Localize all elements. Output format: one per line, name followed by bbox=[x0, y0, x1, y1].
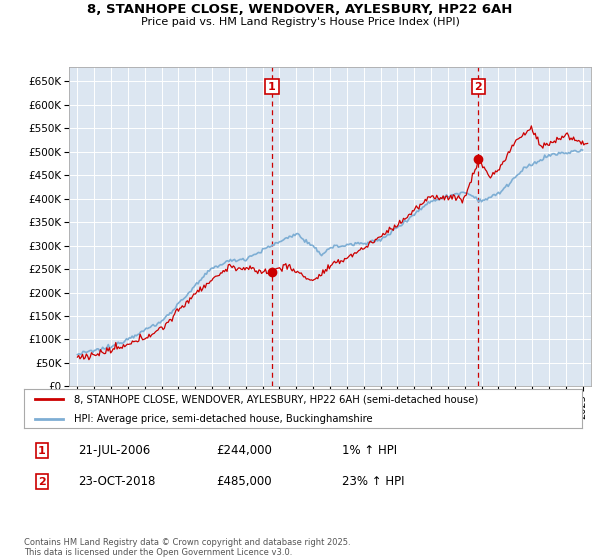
Text: 8, STANHOPE CLOSE, WENDOVER, AYLESBURY, HP22 6AH (semi-detached house): 8, STANHOPE CLOSE, WENDOVER, AYLESBURY, … bbox=[74, 394, 478, 404]
Text: £244,000: £244,000 bbox=[216, 444, 272, 458]
Text: 1% ↑ HPI: 1% ↑ HPI bbox=[342, 444, 397, 458]
Text: 23% ↑ HPI: 23% ↑ HPI bbox=[342, 475, 404, 488]
Text: 2: 2 bbox=[475, 82, 482, 92]
Text: £485,000: £485,000 bbox=[216, 475, 272, 488]
Text: Price paid vs. HM Land Registry's House Price Index (HPI): Price paid vs. HM Land Registry's House … bbox=[140, 17, 460, 27]
Text: 2: 2 bbox=[38, 477, 46, 487]
Text: 1: 1 bbox=[38, 446, 46, 456]
Text: 8, STANHOPE CLOSE, WENDOVER, AYLESBURY, HP22 6AH: 8, STANHOPE CLOSE, WENDOVER, AYLESBURY, … bbox=[88, 3, 512, 16]
Text: 1: 1 bbox=[268, 82, 276, 92]
Text: 23-OCT-2018: 23-OCT-2018 bbox=[78, 475, 155, 488]
Text: HPI: Average price, semi-detached house, Buckinghamshire: HPI: Average price, semi-detached house,… bbox=[74, 414, 373, 423]
Text: 21-JUL-2006: 21-JUL-2006 bbox=[78, 444, 150, 458]
Text: Contains HM Land Registry data © Crown copyright and database right 2025.
This d: Contains HM Land Registry data © Crown c… bbox=[24, 538, 350, 557]
